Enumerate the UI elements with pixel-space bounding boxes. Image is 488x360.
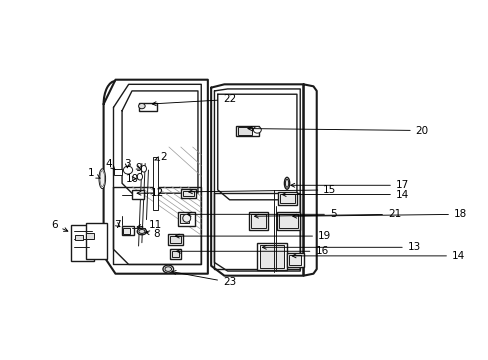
Text: 17: 17 [290, 180, 408, 190]
Bar [260, 245, 284, 269]
Ellipse shape [253, 127, 261, 133]
Text: 14: 14 [282, 189, 408, 199]
Text: 19: 19 [175, 231, 330, 241]
Bar [168, 234, 183, 245]
Bar [251, 213, 265, 228]
Bar [170, 249, 181, 258]
Text: 7: 7 [114, 220, 121, 230]
Ellipse shape [137, 228, 146, 235]
Bar [180, 213, 189, 223]
Bar [280, 194, 294, 203]
Text: 15: 15 [188, 185, 336, 195]
Bar [114, 169, 122, 175]
Ellipse shape [123, 166, 132, 174]
Bar [286, 253, 303, 267]
Ellipse shape [99, 169, 105, 189]
Bar [178, 212, 194, 226]
Text: 22: 22 [152, 94, 236, 105]
Text: 13: 13 [262, 242, 420, 252]
Text: 6: 6 [51, 220, 68, 231]
Bar [71, 225, 94, 261]
Bar [237, 127, 251, 135]
Text: 4: 4 [105, 158, 115, 170]
Bar [277, 212, 300, 230]
Bar [132, 190, 143, 199]
Bar [75, 235, 83, 240]
Bar [122, 226, 134, 235]
Bar [172, 251, 179, 257]
Text: 21: 21 [254, 209, 400, 219]
Bar [236, 126, 259, 136]
Ellipse shape [163, 265, 173, 273]
Bar [249, 212, 267, 230]
Bar [85, 223, 107, 259]
Bar [138, 103, 157, 111]
Text: 20: 20 [247, 126, 428, 135]
Text: 23: 23 [172, 270, 236, 287]
Ellipse shape [164, 267, 171, 271]
Bar [279, 213, 297, 228]
Ellipse shape [139, 229, 144, 233]
Bar [183, 190, 194, 197]
Ellipse shape [285, 179, 288, 187]
Text: 18: 18 [292, 209, 466, 219]
Text: 11: 11 [137, 220, 162, 230]
Text: 3: 3 [124, 158, 130, 168]
Text: 9: 9 [135, 163, 142, 173]
Bar [170, 236, 181, 243]
Bar [85, 233, 94, 239]
Text: 10: 10 [125, 174, 138, 184]
Bar [288, 255, 300, 265]
Ellipse shape [138, 103, 145, 109]
Text: 5: 5 [187, 209, 336, 219]
Text: 1: 1 [87, 168, 100, 179]
Text: 12: 12 [137, 188, 163, 198]
Text: 14: 14 [291, 251, 464, 261]
Bar [278, 192, 296, 205]
Ellipse shape [137, 174, 142, 180]
Bar [123, 228, 130, 234]
Ellipse shape [141, 166, 146, 172]
Text: 16: 16 [176, 246, 328, 256]
Ellipse shape [100, 171, 104, 186]
Text: 8: 8 [145, 229, 160, 239]
Text: 2: 2 [155, 152, 166, 162]
Ellipse shape [284, 177, 289, 189]
Bar [153, 157, 158, 210]
Bar [181, 189, 196, 198]
Ellipse shape [183, 214, 190, 222]
Bar [257, 243, 286, 270]
